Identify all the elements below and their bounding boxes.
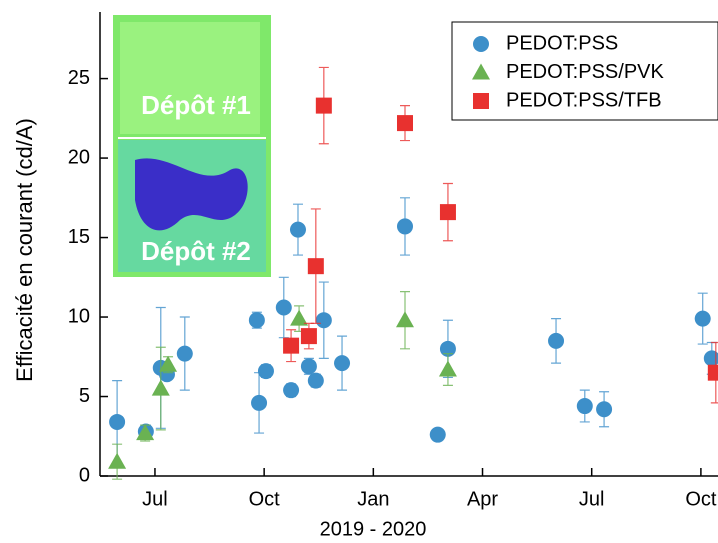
inset-photo: [113, 15, 271, 277]
y-tick-label: 0: [79, 464, 90, 486]
annotation: Dépôt #2: [141, 236, 251, 266]
y-tick-label: 20: [68, 146, 90, 168]
point: [694, 310, 711, 327]
point: [439, 340, 456, 357]
point: [315, 97, 332, 114]
legend-marker: [472, 63, 490, 80]
annotation: Dépôt #1: [141, 90, 251, 120]
legend: [451, 21, 718, 121]
point: [334, 355, 351, 372]
point: [396, 218, 413, 235]
y-tick-label: 25: [68, 67, 90, 89]
y-tick-label: 5: [79, 385, 90, 407]
point: [395, 311, 414, 328]
point: [136, 424, 155, 441]
point: [109, 413, 126, 430]
x-tick-label: Oct: [685, 488, 717, 510]
point: [251, 394, 268, 411]
x-tick-label: Apr: [467, 488, 498, 510]
point: [548, 332, 565, 349]
point: [290, 309, 309, 326]
y-tick-label: 10: [68, 305, 90, 327]
x-tick-label: Jul: [142, 488, 168, 510]
legend-marker: [473, 36, 489, 52]
point: [176, 345, 193, 362]
point: [307, 258, 324, 275]
point: [307, 372, 324, 389]
point: [439, 204, 456, 221]
point: [707, 364, 718, 381]
point: [151, 379, 170, 396]
point: [576, 398, 593, 415]
y-axis-label: Efficacité en courant (cd/A): [12, 118, 37, 382]
point: [438, 360, 457, 377]
x-axis-label: 2019 - 2020: [320, 518, 427, 540]
legend-label: PEDOT:PSS/PVK: [506, 61, 664, 83]
point: [396, 115, 413, 132]
point: [108, 452, 127, 469]
point: [429, 426, 446, 443]
y-tick-label: 15: [68, 226, 90, 248]
point: [300, 328, 317, 345]
legend-marker: [473, 93, 489, 109]
point: [275, 299, 292, 316]
x-tick-label: Jul: [579, 488, 605, 510]
point: [300, 358, 317, 375]
x-tick-label: Oct: [249, 488, 281, 510]
point: [289, 221, 306, 238]
point: [703, 350, 718, 367]
point: [248, 312, 265, 329]
point: [283, 382, 300, 399]
point: [159, 355, 178, 372]
point: [283, 337, 300, 354]
legend-label: PEDOT:PSS: [506, 32, 618, 54]
point: [257, 363, 274, 380]
x-tick-label: Jan: [357, 488, 389, 510]
point: [315, 312, 332, 329]
point: [596, 401, 613, 418]
legend-label: PEDOT:PSS/TFB: [506, 89, 662, 111]
